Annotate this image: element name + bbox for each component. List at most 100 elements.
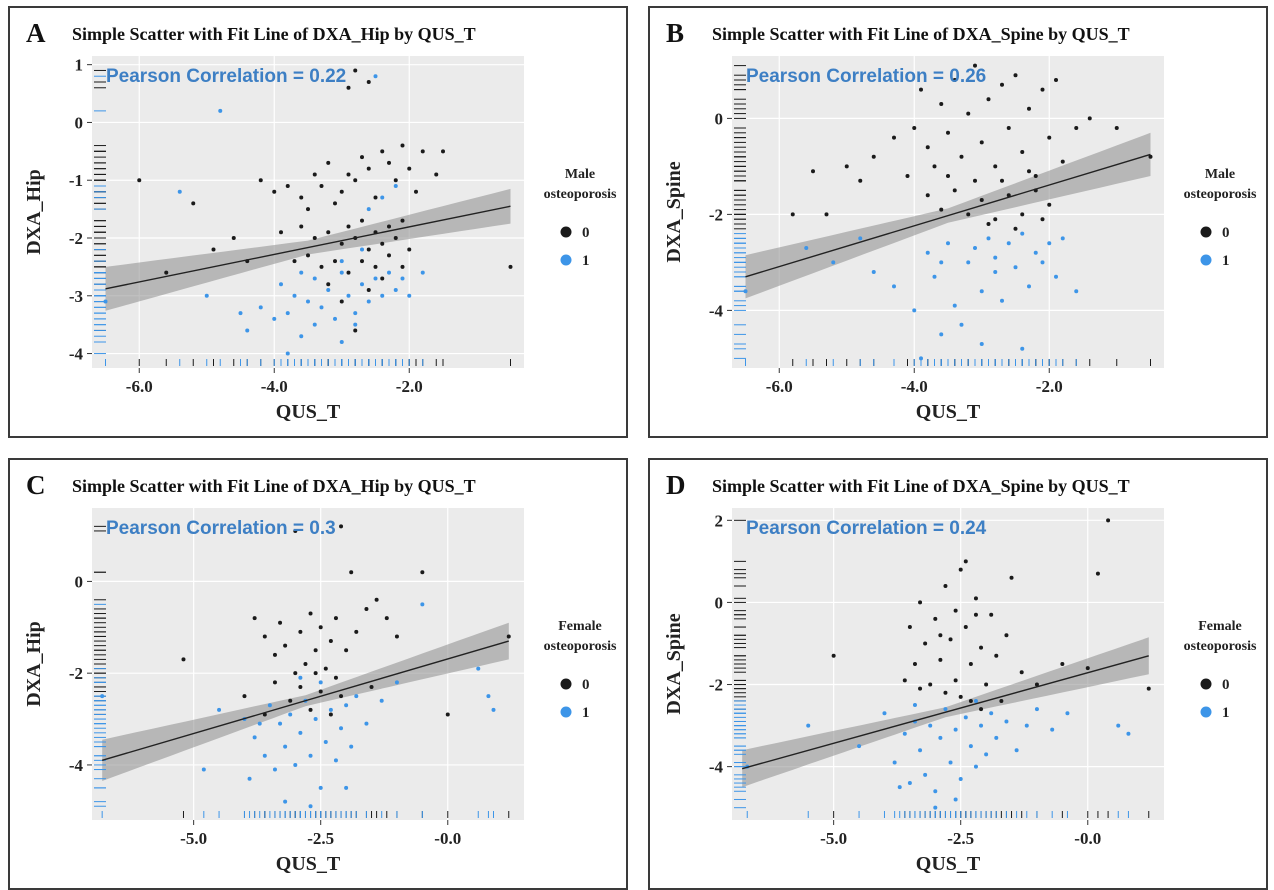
data-point <box>933 616 938 621</box>
data-point <box>946 130 950 135</box>
data-point <box>333 259 337 264</box>
data-point <box>1050 727 1055 732</box>
data-point <box>373 276 378 281</box>
data-point <box>946 174 950 178</box>
data-point <box>933 789 938 794</box>
data-point <box>328 712 333 717</box>
data-point <box>989 711 994 716</box>
data-point <box>486 694 491 699</box>
data-point <box>806 723 811 728</box>
y-tick-label: -4 <box>709 301 724 320</box>
data-point <box>968 698 973 703</box>
data-point <box>339 524 344 529</box>
data-point <box>298 629 303 634</box>
data-point <box>242 694 247 699</box>
legend-label: 0 <box>582 225 590 241</box>
data-point <box>973 612 978 617</box>
legend-label: 1 <box>582 253 590 269</box>
data-point <box>380 293 385 298</box>
legend-key-1 <box>560 706 572 718</box>
data-point <box>293 671 298 676</box>
data-point <box>306 299 310 304</box>
data-point <box>272 316 277 321</box>
data-point <box>204 293 209 298</box>
legend-key-0 <box>1200 226 1212 238</box>
data-point <box>380 241 385 246</box>
data-point <box>952 78 957 82</box>
data-point <box>306 207 310 212</box>
data-point <box>326 288 331 292</box>
data-point <box>925 250 930 255</box>
data-point <box>1074 126 1079 130</box>
data-point <box>938 735 943 740</box>
data-point <box>137 178 142 183</box>
data-point <box>328 639 333 644</box>
y-axis-label: DXA_Hip <box>23 169 45 255</box>
data-point <box>918 748 923 753</box>
data-point <box>993 164 998 169</box>
data-point <box>979 723 984 728</box>
data-point <box>1027 169 1031 174</box>
data-point <box>333 675 338 680</box>
data-point <box>387 253 391 258</box>
chart-title: Simple Scatter with Fit Line of DXA_Hip … <box>72 476 476 496</box>
data-point <box>319 184 324 188</box>
data-point <box>824 212 829 217</box>
y-tick-label: -2 <box>709 205 723 224</box>
x-tick-label: -2.5 <box>307 829 334 848</box>
data-point <box>932 164 937 169</box>
data-point <box>963 715 968 720</box>
data-point <box>1004 633 1009 638</box>
data-point <box>1009 575 1014 580</box>
data-point <box>946 241 950 246</box>
data-point <box>299 334 304 339</box>
rug-marks <box>734 519 1150 818</box>
data-point <box>933 805 938 810</box>
data-point <box>790 212 795 217</box>
data-point <box>380 195 385 200</box>
legend-label: 0 <box>582 677 590 693</box>
data-point <box>989 612 994 617</box>
legend-title: Female <box>558 619 602 634</box>
legend-label: 0 <box>1222 677 1230 693</box>
data-point <box>319 264 324 269</box>
data-point <box>353 311 358 316</box>
data-point <box>245 328 250 333</box>
data-point <box>292 259 297 264</box>
data-point <box>339 259 344 264</box>
data-point <box>393 178 398 183</box>
fit-line <box>105 205 511 290</box>
series-0 <box>137 68 513 333</box>
data-point <box>1006 126 1011 130</box>
data-point <box>743 289 748 294</box>
data-point <box>360 155 364 160</box>
data-point <box>313 648 318 653</box>
legend-label: 1 <box>582 705 590 721</box>
data-point <box>393 236 398 240</box>
data-point <box>364 606 369 611</box>
data-point <box>420 570 425 575</box>
legend-title: osteoporosis <box>544 187 617 202</box>
data-point <box>366 247 371 252</box>
data-point <box>1013 226 1018 231</box>
data-point <box>292 293 297 298</box>
data-point <box>973 246 977 250</box>
data-point <box>420 149 425 154</box>
data-point <box>858 236 863 241</box>
data-point <box>994 653 999 658</box>
fit-line <box>745 153 1151 278</box>
data-point <box>958 694 963 699</box>
data-point <box>912 662 917 666</box>
data-point <box>339 340 344 344</box>
data-point <box>1047 202 1052 207</box>
rug-marks <box>94 525 510 818</box>
data-point <box>902 678 907 683</box>
data-point <box>353 178 358 183</box>
data-point <box>953 797 958 802</box>
data-point <box>959 154 964 159</box>
data-point <box>360 259 364 264</box>
y-tick-label: -4 <box>69 756 84 775</box>
data-point <box>312 172 317 177</box>
data-point <box>811 169 815 174</box>
data-point <box>414 189 418 194</box>
